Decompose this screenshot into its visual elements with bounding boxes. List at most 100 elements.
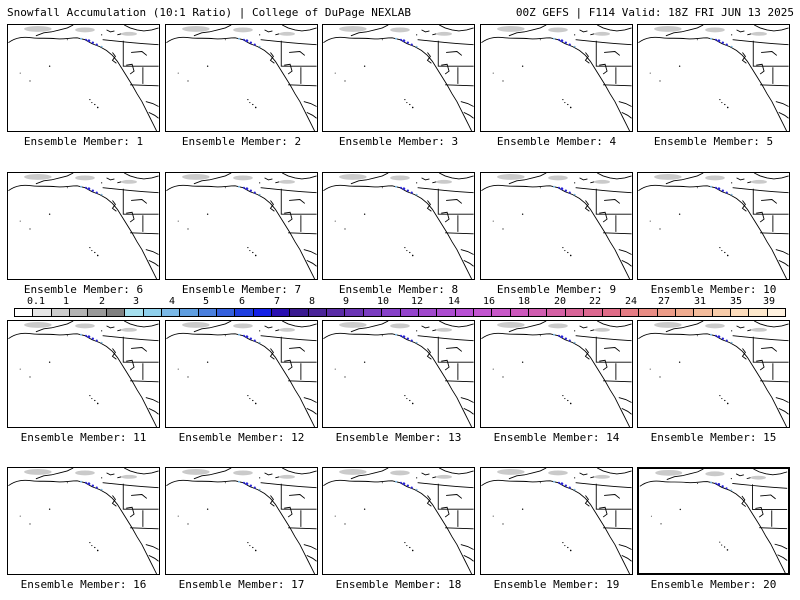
panel-label: Ensemble Member: 4 <box>496 135 617 148</box>
map-panel-10[interactable] <box>637 172 790 280</box>
colorbar-segment <box>33 309 52 316</box>
map-panel-19[interactable] <box>480 467 633 575</box>
map-panel-6[interactable] <box>7 172 160 280</box>
colorbar-segment <box>198 309 217 316</box>
panel-label: Ensemble Member: 10 <box>650 283 777 296</box>
map-panel-5[interactable] <box>637 24 790 132</box>
map-graphic <box>166 25 317 131</box>
colorbar-tick-label: 27 <box>657 296 671 307</box>
map-graphic <box>638 25 789 131</box>
colorbar-segment <box>529 309 548 316</box>
map-panel-4[interactable] <box>480 24 633 132</box>
colorbar-segment <box>15 309 34 316</box>
colorbar-segment <box>565 309 585 316</box>
colorbar-segment <box>51 309 71 316</box>
colorbar-segment <box>161 309 181 316</box>
valid-time: 00Z GEFS | F114 Valid: 18Z FRI JUN 13 20… <box>515 6 794 19</box>
colorbar-segment <box>290 309 309 316</box>
map-panel-20[interactable] <box>637 467 790 575</box>
panel-label: Ensemble Member: 9 <box>496 283 617 296</box>
map-graphic <box>166 468 317 574</box>
colorbar-tick-label: 6 <box>238 296 246 307</box>
colorbar-segment <box>455 309 474 316</box>
map-graphic <box>8 173 159 279</box>
map-graphic <box>481 468 632 574</box>
colorbar-tick-label: 0.1 <box>26 296 46 307</box>
colorbar-segment <box>88 309 107 316</box>
map-graphic <box>481 25 632 131</box>
colorbar-tick-label: 16 <box>482 296 496 307</box>
chart-title: Snowfall Accumulation (10:1 Ratio) | Col… <box>7 6 411 19</box>
colorbar-segment <box>437 309 456 316</box>
colorbar-segment <box>418 309 438 316</box>
colorbar-tick-label: 4 <box>168 296 176 307</box>
colorbar-tick-label: 14 <box>447 296 461 307</box>
map-graphic <box>166 321 317 427</box>
colorbar-segment <box>106 309 126 316</box>
colorbar-tick-label: 8 <box>308 296 316 307</box>
map-graphic <box>166 173 317 279</box>
colorbar-tick-label: 31 <box>693 296 707 307</box>
map-panel-17[interactable] <box>165 467 318 575</box>
panel-label: Ensemble Member: 7 <box>181 283 302 296</box>
colorbar-segment <box>400 309 419 316</box>
map-graphic <box>481 321 632 427</box>
colorbar-segment <box>125 309 144 316</box>
colorbar-segment <box>382 309 401 316</box>
map-panel-1[interactable] <box>7 24 160 132</box>
colorbar-tick-label: 39 <box>762 296 776 307</box>
colorbar-tick-label: 5 <box>202 296 210 307</box>
colorbar-segment <box>70 309 89 316</box>
map-panel-11[interactable] <box>7 320 160 428</box>
map-graphic <box>323 25 474 131</box>
map-graphic <box>323 173 474 279</box>
colorbar-segment <box>180 309 199 316</box>
map-graphic <box>639 469 788 573</box>
colorbar-segment <box>345 309 364 316</box>
map-panel-8[interactable] <box>322 172 475 280</box>
colorbar-segment <box>731 309 750 316</box>
map-graphic <box>8 25 159 131</box>
colorbar-tick-label: 2 <box>98 296 106 307</box>
colorbar-segment <box>510 309 530 316</box>
panel-label: Ensemble Member: 12 <box>178 431 305 444</box>
colorbar-segment <box>584 309 603 316</box>
colorbar-tick-label: 1 <box>62 296 70 307</box>
map-graphic <box>8 468 159 574</box>
map-panel-15[interactable] <box>637 320 790 428</box>
colorbar-tick-label: 35 <box>729 296 743 307</box>
panel-label: Ensemble Member: 6 <box>23 283 144 296</box>
map-panel-7[interactable] <box>165 172 318 280</box>
colorbar-segment <box>675 309 695 316</box>
colorbar-segment <box>602 309 621 316</box>
panel-label: Ensemble Member: 8 <box>338 283 459 296</box>
map-graphic <box>323 468 474 574</box>
panel-label: Ensemble Member: 17 <box>178 578 305 591</box>
colorbar-tick-label: 24 <box>624 296 638 307</box>
map-panel-18[interactable] <box>322 467 475 575</box>
panel-label: Ensemble Member: 16 <box>20 578 147 591</box>
colorbar-segment <box>327 309 346 316</box>
map-panel-2[interactable] <box>165 24 318 132</box>
map-graphic <box>638 321 789 427</box>
colorbar-tick-label: 7 <box>273 296 281 307</box>
colorbar-segment <box>639 309 658 316</box>
colorbar-segment <box>272 309 291 316</box>
panel-label: Ensemble Member: 11 <box>20 431 147 444</box>
colorbar-segment <box>547 309 566 316</box>
colorbar-tick-label: 20 <box>553 296 567 307</box>
colorbar-segment <box>767 309 786 316</box>
map-panel-13[interactable] <box>322 320 475 428</box>
colorbar-tick-label: 18 <box>517 296 531 307</box>
panel-label: Ensemble Member: 19 <box>493 578 620 591</box>
panel-label: Ensemble Member: 15 <box>650 431 777 444</box>
colorbar-segment <box>235 309 254 316</box>
colorbar-segment <box>216 309 236 316</box>
colorbar-tick-label: 9 <box>342 296 350 307</box>
map-panel-3[interactable] <box>322 24 475 132</box>
map-panel-9[interactable] <box>480 172 633 280</box>
map-panel-16[interactable] <box>7 467 160 575</box>
panel-label: Ensemble Member: 3 <box>338 135 459 148</box>
map-panel-14[interactable] <box>480 320 633 428</box>
map-panel-12[interactable] <box>165 320 318 428</box>
